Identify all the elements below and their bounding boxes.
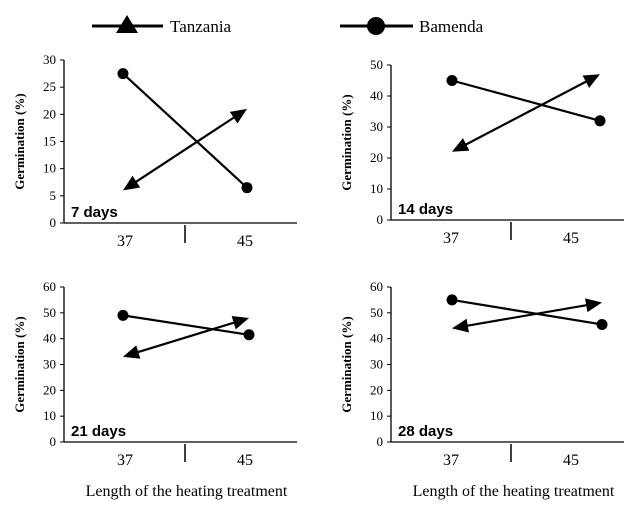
series-bamenda	[117, 309, 255, 341]
y-tick-label: 0	[50, 215, 57, 230]
x-axis-label: Length of the heating treatment	[86, 483, 288, 500]
legend-label: Bamenda	[419, 17, 484, 36]
y-tick-label: 15	[43, 134, 56, 149]
series-tanzania	[452, 74, 600, 152]
series-line	[122, 314, 250, 336]
triangle-marker-icon	[585, 298, 602, 313]
series-line	[462, 78, 590, 148]
data-point	[117, 309, 129, 321]
chart-panel-14-days: 0 10 20 30 40 50 37 45 Germination (%) 14 days	[339, 57, 624, 247]
triangle-marker-icon	[116, 15, 138, 33]
panels: 0 5 10 15 20 25 30 37 45 Germination (%) 7 days 0 10…	[12, 52, 624, 500]
y-axis-label: Germination (%)	[339, 94, 354, 190]
series-line	[463, 303, 591, 328]
data-point	[594, 115, 606, 127]
data-point	[446, 294, 458, 306]
y-tick-label: 30	[370, 119, 383, 134]
y-tick-label: 20	[43, 382, 56, 397]
x-tick-label: 37	[117, 452, 133, 469]
triangle-marker-icon	[229, 108, 247, 124]
triangle-marker-icon	[231, 316, 249, 330]
series-bamenda	[446, 75, 606, 127]
legend: Tanzania Bamenda	[92, 15, 484, 36]
y-tick-label: 10	[43, 161, 56, 176]
triangle-marker-icon	[582, 74, 600, 88]
data-point	[241, 182, 253, 194]
y-tick-label: 30	[43, 52, 56, 67]
y-tick-label: 30	[43, 357, 56, 372]
y-axis-label: Germination (%)	[339, 316, 354, 412]
x-tick-label: 45	[237, 233, 253, 250]
y-tick-label: 50	[43, 305, 56, 320]
triangle-marker-icon	[452, 318, 469, 333]
y-tick-label: 40	[370, 88, 383, 103]
y-tick-label: 60	[370, 279, 383, 294]
y-tick-label: 30	[370, 357, 383, 372]
x-axis-label: Length of the heating treatment	[413, 483, 615, 500]
y-tick-label: 40	[43, 331, 56, 346]
y-tick-label: 10	[370, 408, 383, 423]
y-tick-label: 10	[370, 181, 383, 196]
series-tanzania	[452, 298, 602, 333]
triangle-marker-icon	[123, 345, 141, 359]
series-line	[122, 72, 248, 189]
circle-marker-icon	[367, 17, 385, 35]
legend-item-tanzania: Tanzania	[92, 15, 232, 36]
data-point	[117, 68, 129, 80]
chart-panel-7-days: 0 5 10 15 20 25 30 37 45 Germination (%) 7 days	[12, 52, 297, 250]
x-tick-label: 37	[443, 452, 459, 469]
y-tick-label: 20	[370, 150, 383, 165]
x-tick-label: 45	[237, 452, 253, 469]
x-tick-label: 37	[443, 230, 459, 247]
panel-label: 21 days	[71, 423, 126, 440]
y-tick-label: 20	[43, 106, 56, 121]
panel-label: 28 days	[398, 423, 453, 440]
y-tick-label: 0	[377, 434, 384, 449]
y-tick-label: 50	[370, 57, 383, 72]
y-tick-label: 40	[370, 331, 383, 346]
series-tanzania	[123, 108, 247, 191]
data-point	[596, 318, 608, 330]
legend-item-bamenda: Bamenda	[340, 17, 484, 36]
chart-panel-28-days: 0 10 20 30 40 50 60 37 45 Germination (%) 28 days L…	[339, 279, 624, 500]
x-tick-label: 37	[117, 233, 133, 250]
y-axis-label: Germination (%)	[12, 316, 27, 412]
triangle-marker-icon	[123, 175, 141, 191]
series-line	[132, 114, 238, 185]
series-line	[451, 79, 601, 122]
legend-label: Tanzania	[170, 17, 232, 36]
y-tick-label: 0	[50, 434, 57, 449]
y-tick-label: 60	[43, 279, 56, 294]
series-bamenda	[117, 68, 253, 194]
y-axis-label: Germination (%)	[12, 93, 27, 189]
triangle-marker-icon	[452, 138, 470, 152]
series-tanzania	[123, 316, 249, 359]
x-tick-label: 45	[563, 230, 579, 247]
panel-label: 7 days	[71, 204, 118, 221]
series-bamenda	[446, 294, 608, 330]
data-point	[446, 75, 458, 86]
series-line	[134, 320, 238, 355]
y-tick-label: 20	[370, 382, 383, 397]
y-tick-label: 5	[50, 188, 57, 203]
x-tick-label: 45	[563, 452, 579, 469]
data-point	[243, 329, 255, 341]
y-tick-label: 0	[377, 212, 384, 227]
y-tick-label: 50	[370, 305, 383, 320]
chart-panel-21-days: 0 10 20 30 40 50 60 37 45 Germination (%) 21 days L…	[12, 279, 297, 500]
series-line	[451, 298, 603, 326]
panel-label: 14 days	[398, 201, 453, 218]
y-tick-label: 10	[43, 408, 56, 423]
y-tick-label: 25	[43, 79, 56, 94]
